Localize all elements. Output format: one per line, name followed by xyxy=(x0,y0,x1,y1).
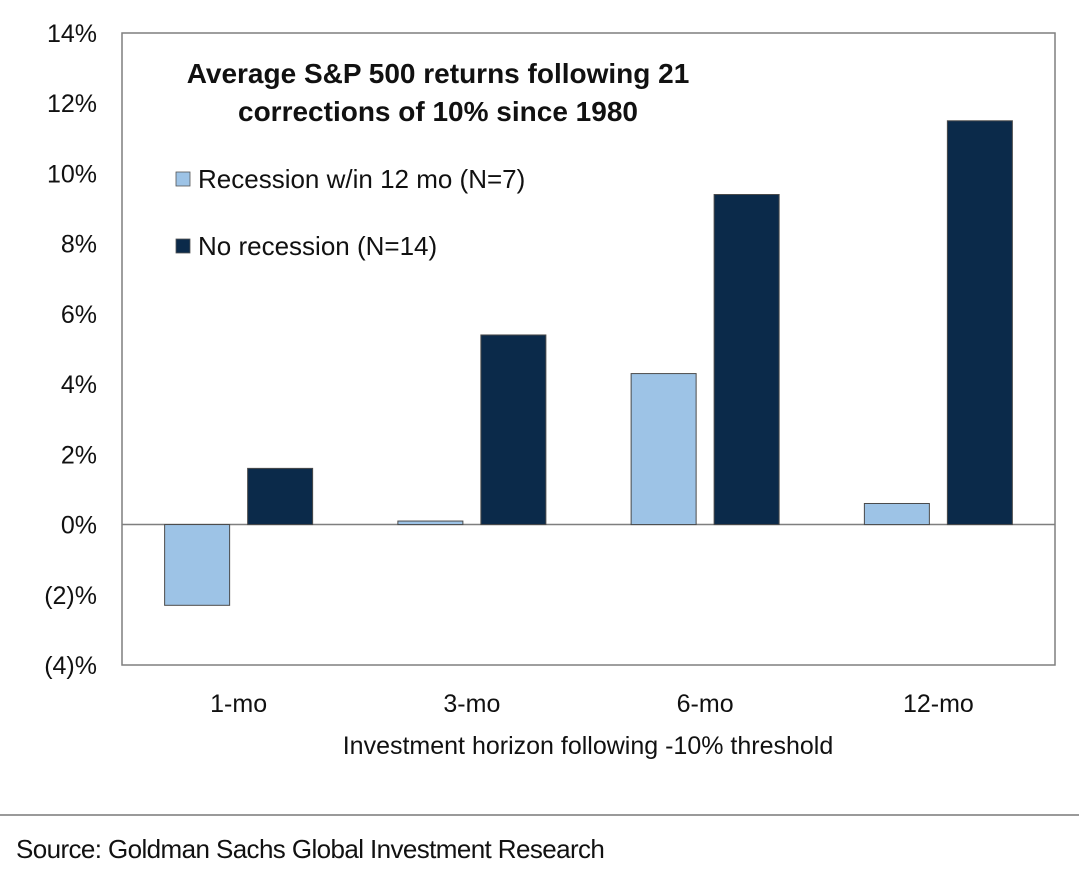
y-axis-tick-labels: 14% 12% 10% 8% 6% 4% 2% 0% (2)% (4)% xyxy=(44,20,97,680)
plot-frame xyxy=(121,32,1056,666)
y-tick-label: 2% xyxy=(61,441,97,469)
x-tick-label: 3-mo xyxy=(443,690,500,718)
bar-recession-3-mo xyxy=(397,520,464,526)
legend-swatch-no-recession xyxy=(175,238,191,254)
x-axis-tick-labels: 1-mo 3-mo 6-mo 12-mo xyxy=(210,690,974,718)
bar-no-recession-1-mo xyxy=(247,467,314,526)
legend: Recession w/in 12 mo (N=7) No recession … xyxy=(175,164,525,261)
y-tick-label: 4% xyxy=(61,371,97,399)
bar-chart: 14% 12% 10% 8% 6% 4% 2% 0% (2)% (4)% 1-mo 3-mo 6-mo… xyxy=(44,20,1056,760)
bar-recession-1-mo xyxy=(164,524,231,606)
source-divider xyxy=(0,814,1079,816)
x-tick-label: 6-mo xyxy=(677,690,734,718)
legend-label-no-recession: No recession (N=14) xyxy=(198,231,437,261)
y-tick-label: (2)% xyxy=(44,582,97,610)
y-tick-label: 0% xyxy=(61,512,97,540)
legend-label-recession: Recession w/in 12 mo (N=7) xyxy=(198,164,525,194)
bar-no-recession-3-mo xyxy=(480,334,547,526)
bars xyxy=(164,120,1013,606)
y-tick-label: 8% xyxy=(61,231,97,259)
y-tick-label: (4)% xyxy=(44,652,97,680)
y-tick-label: 14% xyxy=(47,20,97,48)
y-tick-label: 6% xyxy=(61,301,97,329)
x-tick-label: 1-mo xyxy=(210,690,267,718)
chart-title-line-1: Average S&P 500 returns following 21 xyxy=(187,58,690,89)
bar-no-recession-12-mo xyxy=(946,120,1013,526)
bar-recession-6-mo xyxy=(630,373,697,526)
chart-title-line-2: corrections of 10% since 1980 xyxy=(238,96,638,127)
x-axis-title: Investment horizon following -10% thresh… xyxy=(343,732,834,760)
y-tick-label: 12% xyxy=(47,90,97,118)
y-tick-label: 10% xyxy=(47,160,97,188)
bar-recession-12-mo xyxy=(863,502,930,526)
bar-no-recession-6-mo xyxy=(713,194,780,526)
x-tick-label: 12-mo xyxy=(903,690,974,718)
legend-swatch-recession xyxy=(175,171,191,187)
source-note: Source: Goldman Sachs Global Investment … xyxy=(16,834,605,864)
